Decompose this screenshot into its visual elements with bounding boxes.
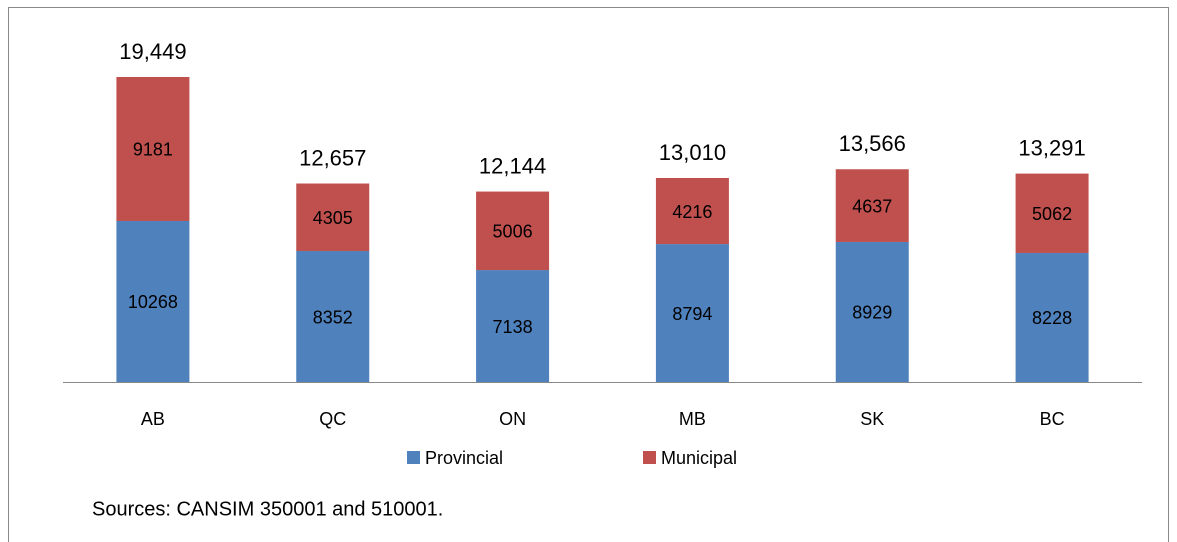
x-tick-label: QC <box>319 409 346 429</box>
bar-segment <box>476 270 550 382</box>
bar-segment <box>476 191 550 271</box>
value-label: 4216 <box>672 202 712 222</box>
legend-label: Municipal <box>661 448 737 468</box>
bar-segment <box>655 244 729 382</box>
x-tick-label: SK <box>860 409 884 429</box>
value-label: 4637 <box>852 196 892 216</box>
bar-segment <box>1015 252 1089 382</box>
value-label: 8794 <box>672 304 712 324</box>
source-note: Sources: CANSIM 350001 and 510001. <box>92 498 443 520</box>
value-label: 10268 <box>128 292 178 312</box>
bar-segment <box>835 169 909 242</box>
legend-swatch <box>407 451 420 464</box>
total-label: 12,657 <box>299 145 366 170</box>
bar-segment <box>296 183 370 252</box>
bar-segment <box>835 241 909 382</box>
value-label: 4305 <box>313 208 353 228</box>
value-label: 5006 <box>493 222 533 242</box>
bar-segment <box>655 177 729 245</box>
x-tick-label: BC <box>1040 409 1065 429</box>
x-tick-label: ON <box>499 409 526 429</box>
legend-label: Provincial <box>425 448 503 468</box>
chart-frame <box>8 7 1169 542</box>
bar-segment <box>1015 173 1089 253</box>
value-label: 7138 <box>493 317 533 337</box>
legend-swatch <box>643 451 656 464</box>
x-tick-label: MB <box>679 409 706 429</box>
total-label: 12,144 <box>479 153 546 178</box>
total-label: 13,291 <box>1018 135 1085 160</box>
bar-segment <box>296 251 370 382</box>
value-label: 8352 <box>313 307 353 327</box>
value-label: 8228 <box>1032 308 1072 328</box>
bar-segment <box>116 220 190 382</box>
bar-segment <box>116 77 190 221</box>
total-label: 13,010 <box>659 140 726 165</box>
value-label: 5062 <box>1032 204 1072 224</box>
total-label: 19,449 <box>119 39 186 64</box>
value-label: 9181 <box>133 140 173 160</box>
value-label: 8929 <box>852 303 892 323</box>
x-tick-label: AB <box>141 409 165 429</box>
total-label: 13,566 <box>839 131 906 156</box>
